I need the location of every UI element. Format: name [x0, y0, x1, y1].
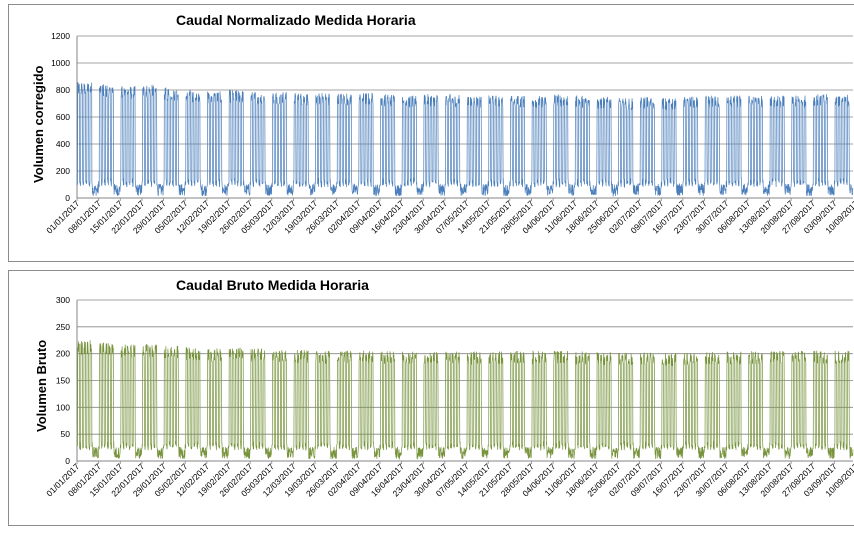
y-tick-label-normalizado-2: 400: [56, 139, 70, 149]
chart-title-normalizado: Caudal Normalizado Medida Horaria: [176, 12, 416, 28]
y-tick-label-bruto-5: 250: [56, 322, 70, 332]
y-tick-label-normalizado-0: 0: [65, 193, 70, 203]
y-tick-label-normalizado-6: 1200: [51, 31, 70, 41]
y-tick-label-normalizado-1: 200: [56, 166, 70, 176]
series-line-normalizado: [76, 81, 854, 198]
series-line-bruto: [76, 340, 854, 460]
y-tick-label-normalizado-4: 800: [56, 85, 70, 95]
y-tick-label-normalizado-5: 1000: [51, 58, 70, 68]
y-tick-label-bruto-2: 100: [56, 402, 70, 412]
y-tick-label-bruto-1: 50: [61, 429, 71, 439]
chart-title-bruto: Caudal Bruto Medida Horaria: [176, 277, 369, 293]
y-tick-label-bruto-3: 150: [56, 376, 70, 386]
y-tick-label-bruto-6: 300: [56, 295, 70, 305]
y-tick-label-bruto-4: 200: [56, 349, 70, 359]
y-tick-label-bruto-0: 0: [65, 456, 70, 466]
y-tick-label-normalizado-3: 600: [56, 112, 70, 122]
